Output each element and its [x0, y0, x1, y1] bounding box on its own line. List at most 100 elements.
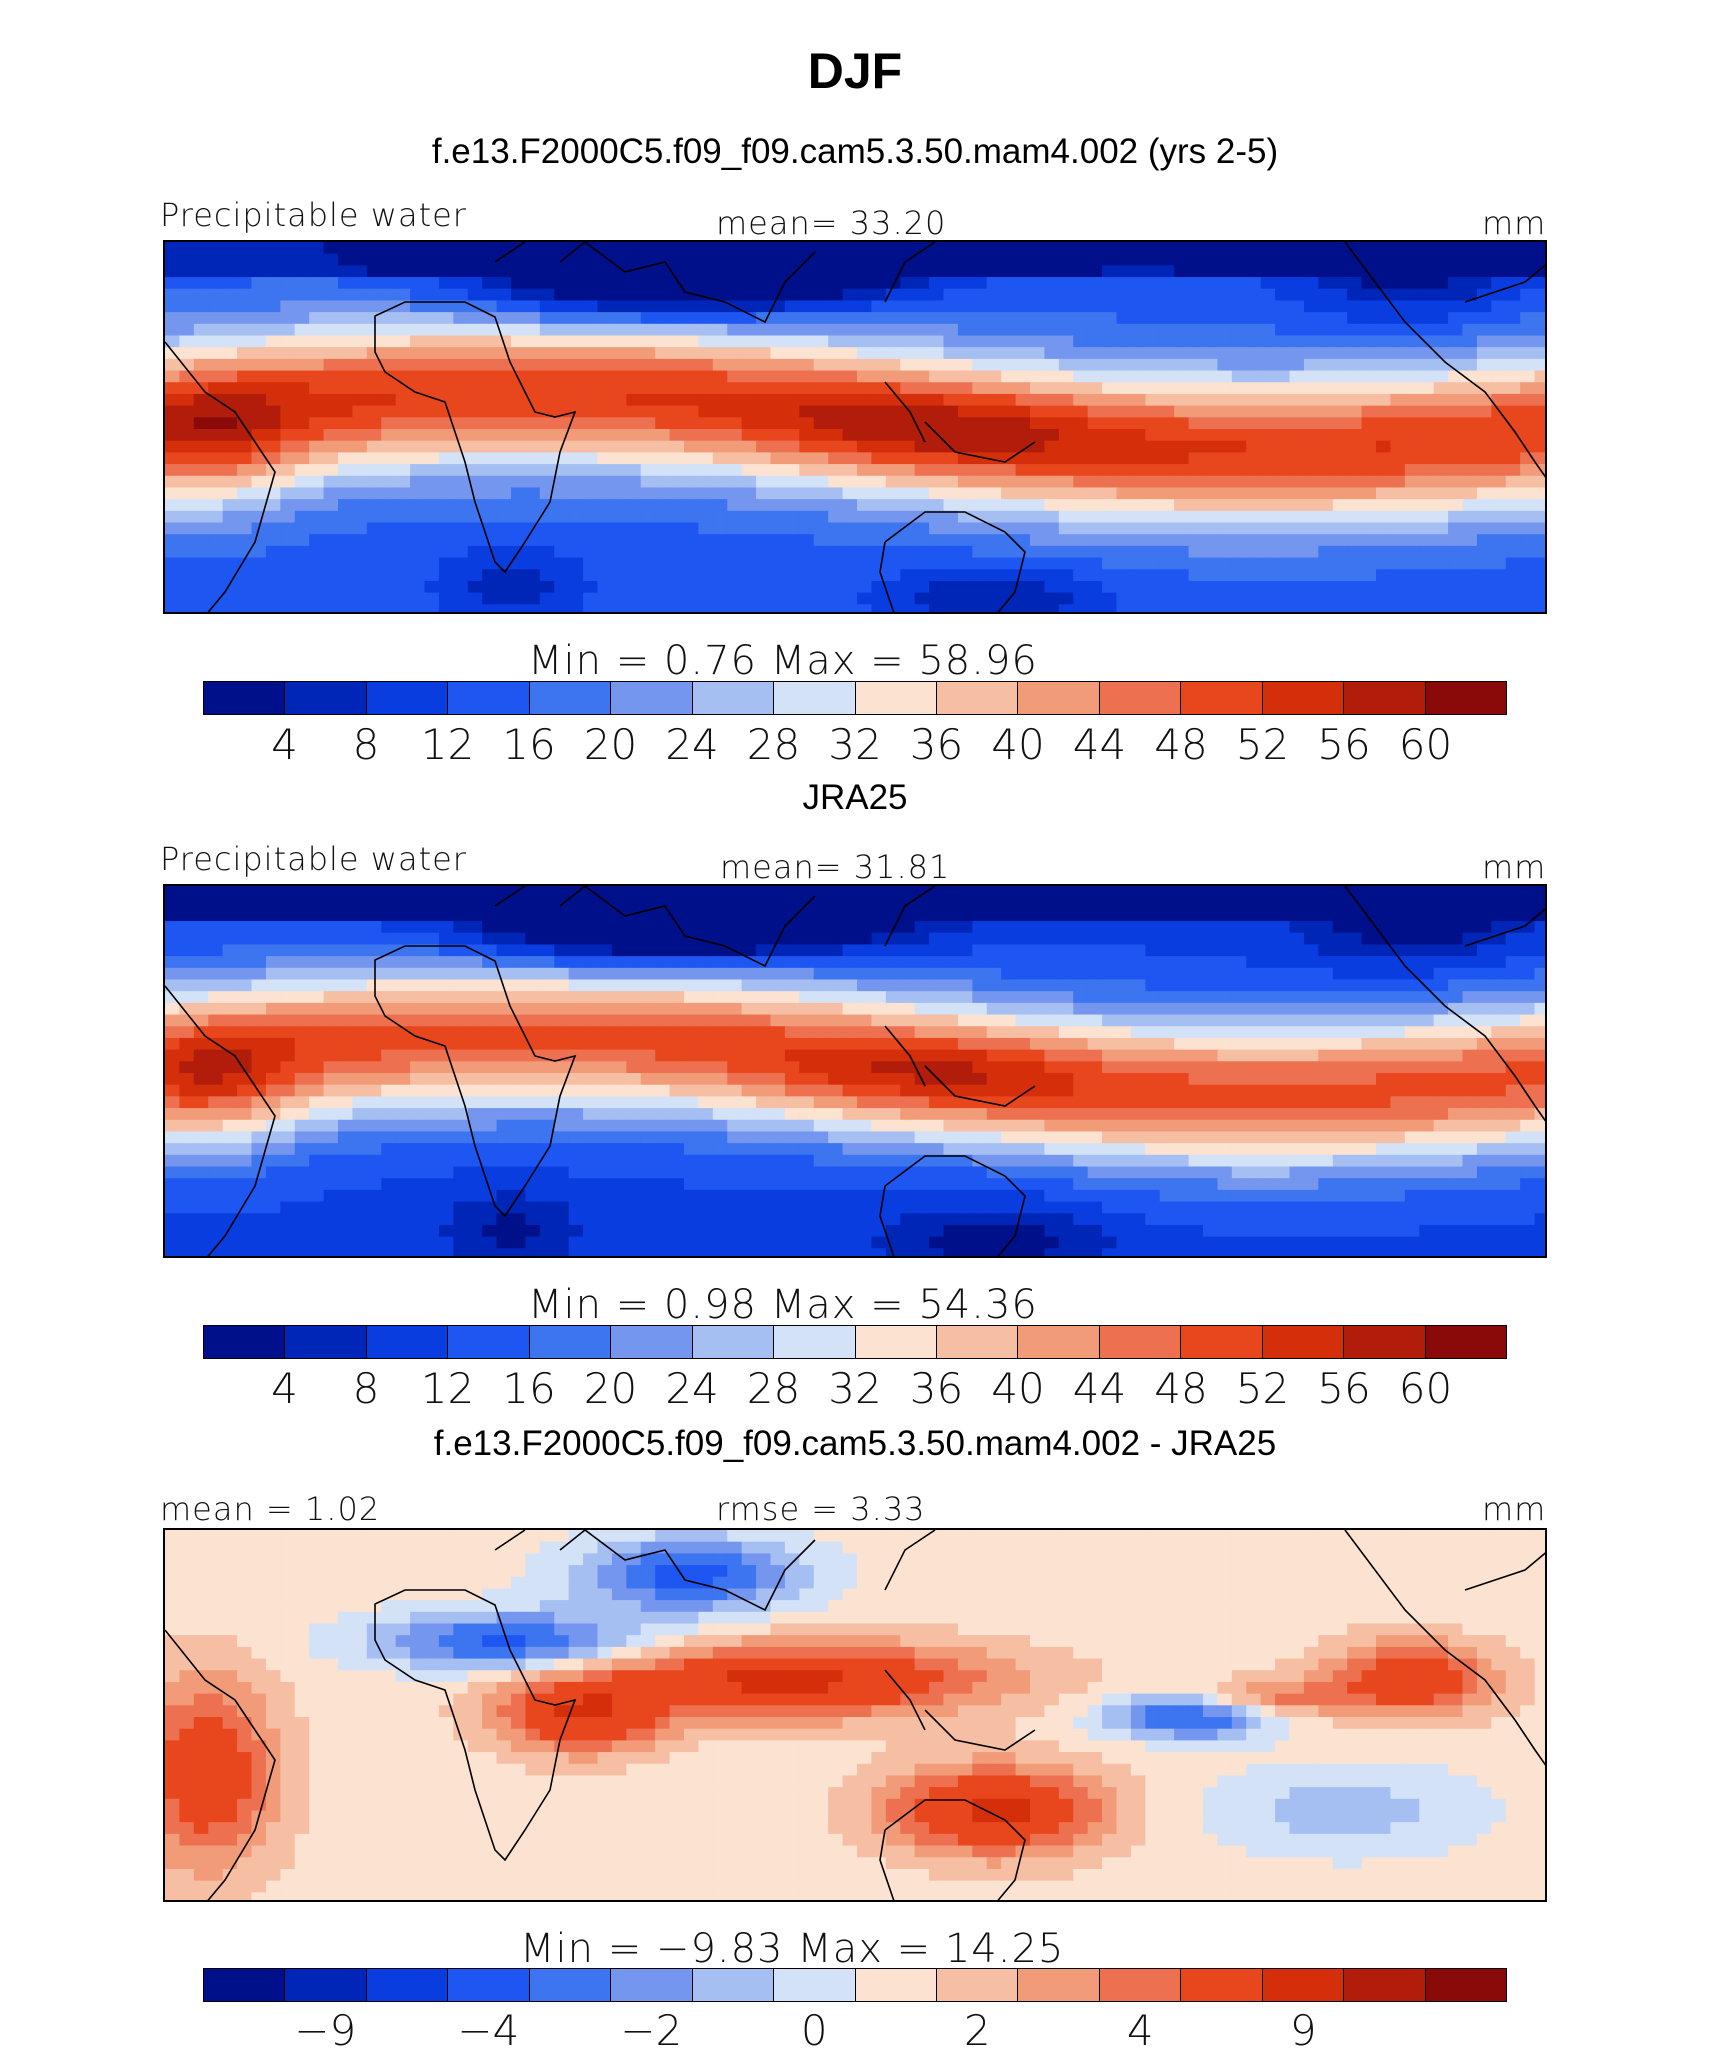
field-cell [1491, 569, 1506, 581]
field-cell [598, 898, 613, 910]
field-cell [655, 944, 670, 956]
field-cell [295, 324, 310, 336]
field-cell [1290, 581, 1305, 593]
field-cell [1318, 1085, 1333, 1097]
field-cell [208, 511, 223, 523]
field-cell [1506, 487, 1521, 499]
field-cell [1333, 898, 1348, 910]
field-cell [554, 1026, 569, 1038]
field-cell [1217, 324, 1232, 336]
field-cell [569, 1038, 584, 1050]
field-cell [828, 886, 843, 898]
field-cell [756, 336, 771, 348]
field-cell [165, 417, 180, 429]
field-cell [1203, 968, 1218, 980]
field-cell [1217, 289, 1232, 301]
field-cell [324, 277, 339, 289]
field-cell [1189, 956, 1204, 968]
field-cell [352, 242, 367, 254]
field-cell [554, 382, 569, 394]
field-cell [1217, 569, 1232, 581]
field-cell [1131, 394, 1146, 406]
field-cell [1059, 1003, 1074, 1015]
field-cell [1145, 980, 1160, 992]
field-cell [771, 511, 786, 523]
field-cell [1160, 593, 1175, 605]
field-cell [641, 371, 656, 383]
field-cell [497, 1038, 512, 1050]
field-cell [1217, 441, 1232, 453]
field-cell [1290, 921, 1305, 933]
field-cell [944, 558, 959, 570]
field-cell [1102, 1096, 1117, 1108]
colorbar-cell [1181, 682, 1262, 714]
field-cell [410, 289, 425, 301]
field-cell [1506, 511, 1521, 523]
field-cell [453, 254, 468, 266]
field-cell [1203, 371, 1218, 383]
field-cell [713, 909, 728, 921]
field-cell [1117, 991, 1132, 1003]
field-cell [771, 336, 786, 348]
field-cell [1145, 394, 1160, 406]
field-cell [727, 277, 742, 289]
field-cell [698, 909, 713, 921]
field-cell [1304, 1061, 1319, 1073]
field-cell [1318, 1026, 1333, 1038]
field-cell [1203, 980, 1218, 992]
field-cell [439, 1026, 454, 1038]
field-cell [1030, 347, 1045, 359]
field-cell [612, 1085, 627, 1097]
field-cell [799, 347, 814, 359]
field-cell [771, 1085, 786, 1097]
field-cell [1261, 371, 1276, 383]
field-cell [468, 956, 483, 968]
field-cell [612, 476, 627, 488]
field-cell [1390, 371, 1405, 383]
field-cell [439, 429, 454, 441]
field-cell [439, 898, 454, 910]
field-cell [886, 324, 901, 336]
field-cell [525, 921, 540, 933]
field-cell [785, 476, 800, 488]
field-cell [1131, 909, 1146, 921]
field-cell [569, 300, 584, 312]
field-cell [324, 336, 339, 348]
field-cell [1246, 1061, 1261, 1073]
field-cell [857, 406, 872, 418]
field-cell [367, 886, 382, 898]
field-cell [468, 898, 483, 910]
field-cell [814, 265, 829, 277]
field-cell [525, 242, 540, 254]
field-cell [1333, 593, 1348, 605]
field-cell [439, 1073, 454, 1085]
field-cell [266, 499, 281, 511]
field-cell [1448, 300, 1463, 312]
field-cell [1059, 242, 1074, 254]
field-cell [1088, 371, 1103, 383]
field-cell [1232, 242, 1247, 254]
field-cell [497, 1108, 512, 1120]
field-cell [583, 277, 598, 289]
field-cell [944, 956, 959, 968]
field-cell [525, 487, 540, 499]
field-cell [756, 394, 771, 406]
field-cell [453, 921, 468, 933]
field-cell [1160, 487, 1175, 499]
field-cell [1030, 944, 1045, 956]
field-cell [828, 371, 843, 383]
field-cell [525, 312, 540, 324]
field-cell [1044, 523, 1059, 535]
field-cell [713, 1003, 728, 1015]
field-cell [1491, 429, 1506, 441]
field-cell [871, 980, 886, 992]
field-cell [972, 933, 987, 945]
field-cell [1102, 898, 1117, 910]
field-cell [1520, 523, 1535, 535]
field-cell [713, 452, 728, 464]
field-cell [713, 499, 728, 511]
field-cell [468, 1061, 483, 1073]
field-cell [352, 1096, 367, 1108]
field-cell [1333, 534, 1348, 546]
field-cell [309, 265, 324, 277]
